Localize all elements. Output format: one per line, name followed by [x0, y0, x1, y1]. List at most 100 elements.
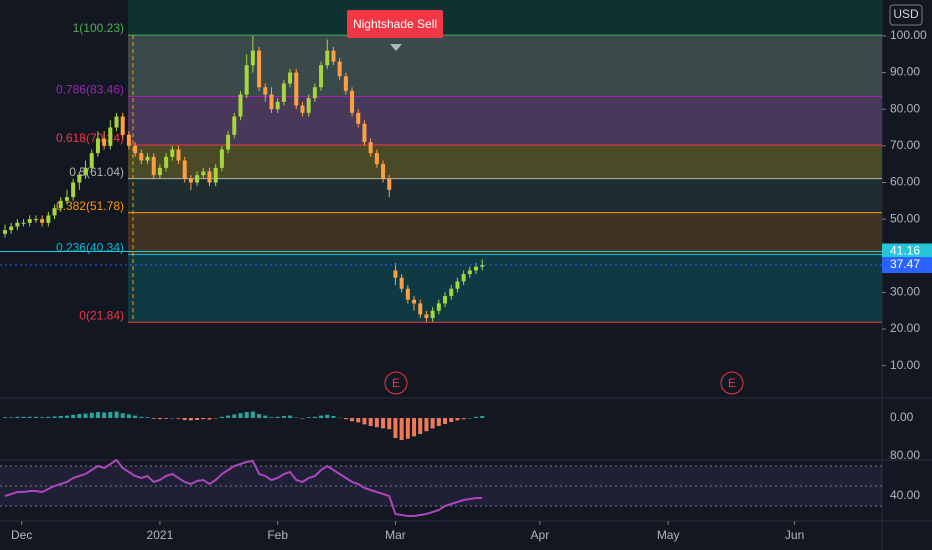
candle-body	[244, 65, 249, 95]
fib-band	[128, 96, 882, 145]
candle-body	[226, 134, 231, 150]
annotation-box	[347, 10, 443, 38]
macd-bar	[325, 414, 330, 418]
macd-bar	[46, 416, 51, 418]
x-tick-label: Mar	[385, 528, 406, 542]
candle-body	[331, 50, 336, 62]
earnings-marker	[720, 371, 744, 395]
x-tick-label: May	[657, 528, 680, 542]
macd-bar	[176, 418, 181, 419]
candle-body	[89, 153, 94, 168]
fib-band	[128, 212, 882, 255]
macd-bar	[95, 412, 100, 418]
candle-body	[33, 219, 38, 221]
macd-bar	[219, 416, 224, 418]
macd-bar	[350, 418, 355, 422]
y-tick-label: 0.00	[890, 410, 914, 424]
macd-bar	[294, 417, 299, 419]
candle-body	[300, 105, 305, 113]
fib-label: 0.618(70.24)	[56, 131, 124, 145]
candle-body	[430, 310, 435, 319]
candle-body	[337, 61, 342, 77]
annotation-arrow	[390, 44, 402, 51]
candle-body	[40, 219, 45, 223]
macd-bar	[461, 418, 466, 420]
macd-bar	[40, 417, 45, 418]
x-tick-label: 2021	[147, 528, 174, 542]
macd-bar	[108, 412, 113, 418]
candle-body	[356, 112, 361, 124]
macd-bar	[467, 418, 472, 419]
macd-bar	[405, 418, 410, 439]
candle-body	[412, 299, 417, 304]
macd-bar	[480, 416, 485, 418]
y-tick-label: 60.00	[890, 175, 920, 189]
macd-bar	[89, 412, 94, 418]
fib-label: 0.382(51.78)	[56, 199, 124, 213]
macd-bar	[232, 414, 237, 418]
candle-body	[102, 138, 107, 146]
macd-bar	[238, 413, 243, 418]
candle-body	[114, 116, 119, 128]
macd-bar	[27, 416, 32, 418]
macd-bar	[77, 414, 82, 418]
earnings-label: E	[728, 376, 736, 390]
macd-bar	[306, 417, 311, 418]
candle-body	[108, 127, 113, 146]
candle-body	[157, 167, 162, 176]
macd-bar	[356, 418, 361, 423]
price-tag-label: 37.47	[890, 257, 920, 271]
macd-bar	[21, 416, 26, 418]
candle-body	[95, 138, 100, 154]
x-tick-label: Dec	[11, 528, 32, 542]
candle-body	[306, 98, 311, 113]
candle-body	[15, 222, 20, 227]
candle-body	[269, 94, 274, 110]
currency: USD	[893, 7, 919, 21]
candle-body	[474, 266, 479, 271]
macd-bar	[455, 418, 460, 421]
candle-body	[424, 314, 429, 319]
candle-body	[250, 50, 255, 66]
macd-bar	[126, 414, 131, 418]
candle-body	[443, 296, 448, 304]
fib-band	[128, 178, 882, 213]
candle-body	[368, 142, 373, 154]
candle-body	[145, 156, 150, 161]
y-tick-label: 80.00	[890, 101, 920, 115]
candle-body	[325, 50, 330, 66]
fib-label: 0.5(61.04)	[69, 165, 124, 179]
macd-bar	[201, 418, 206, 420]
macd-bar	[102, 412, 107, 418]
macd-bar	[474, 416, 479, 418]
macd-bar	[263, 415, 268, 418]
candle-body	[312, 87, 317, 99]
candle-body	[58, 200, 63, 209]
candle-body	[64, 197, 69, 201]
macd-bar	[182, 418, 187, 420]
y-tick-label: 90.00	[890, 65, 920, 79]
candle-body	[232, 116, 237, 135]
macd-bar	[399, 418, 404, 440]
earnings-label: E	[392, 376, 400, 390]
macd-bar	[195, 418, 200, 420]
candle-body	[294, 72, 299, 106]
rsi-line	[4, 458, 483, 517]
candle-body	[83, 167, 88, 176]
price-tag-label: 41.16	[890, 244, 920, 258]
macd-bar	[257, 414, 262, 418]
macd-bar	[300, 418, 305, 419]
macd-bar	[436, 418, 441, 426]
candle-body	[176, 149, 181, 161]
candle-body	[238, 94, 243, 117]
fib-label: 1(100.23)	[73, 21, 124, 35]
fib-band	[128, 35, 882, 97]
macd-bar	[226, 415, 231, 418]
macd-bar	[362, 418, 367, 425]
macd-bar	[312, 416, 317, 418]
macd-bar	[269, 417, 274, 418]
candle-body	[381, 164, 386, 179]
candle-body	[27, 219, 32, 223]
